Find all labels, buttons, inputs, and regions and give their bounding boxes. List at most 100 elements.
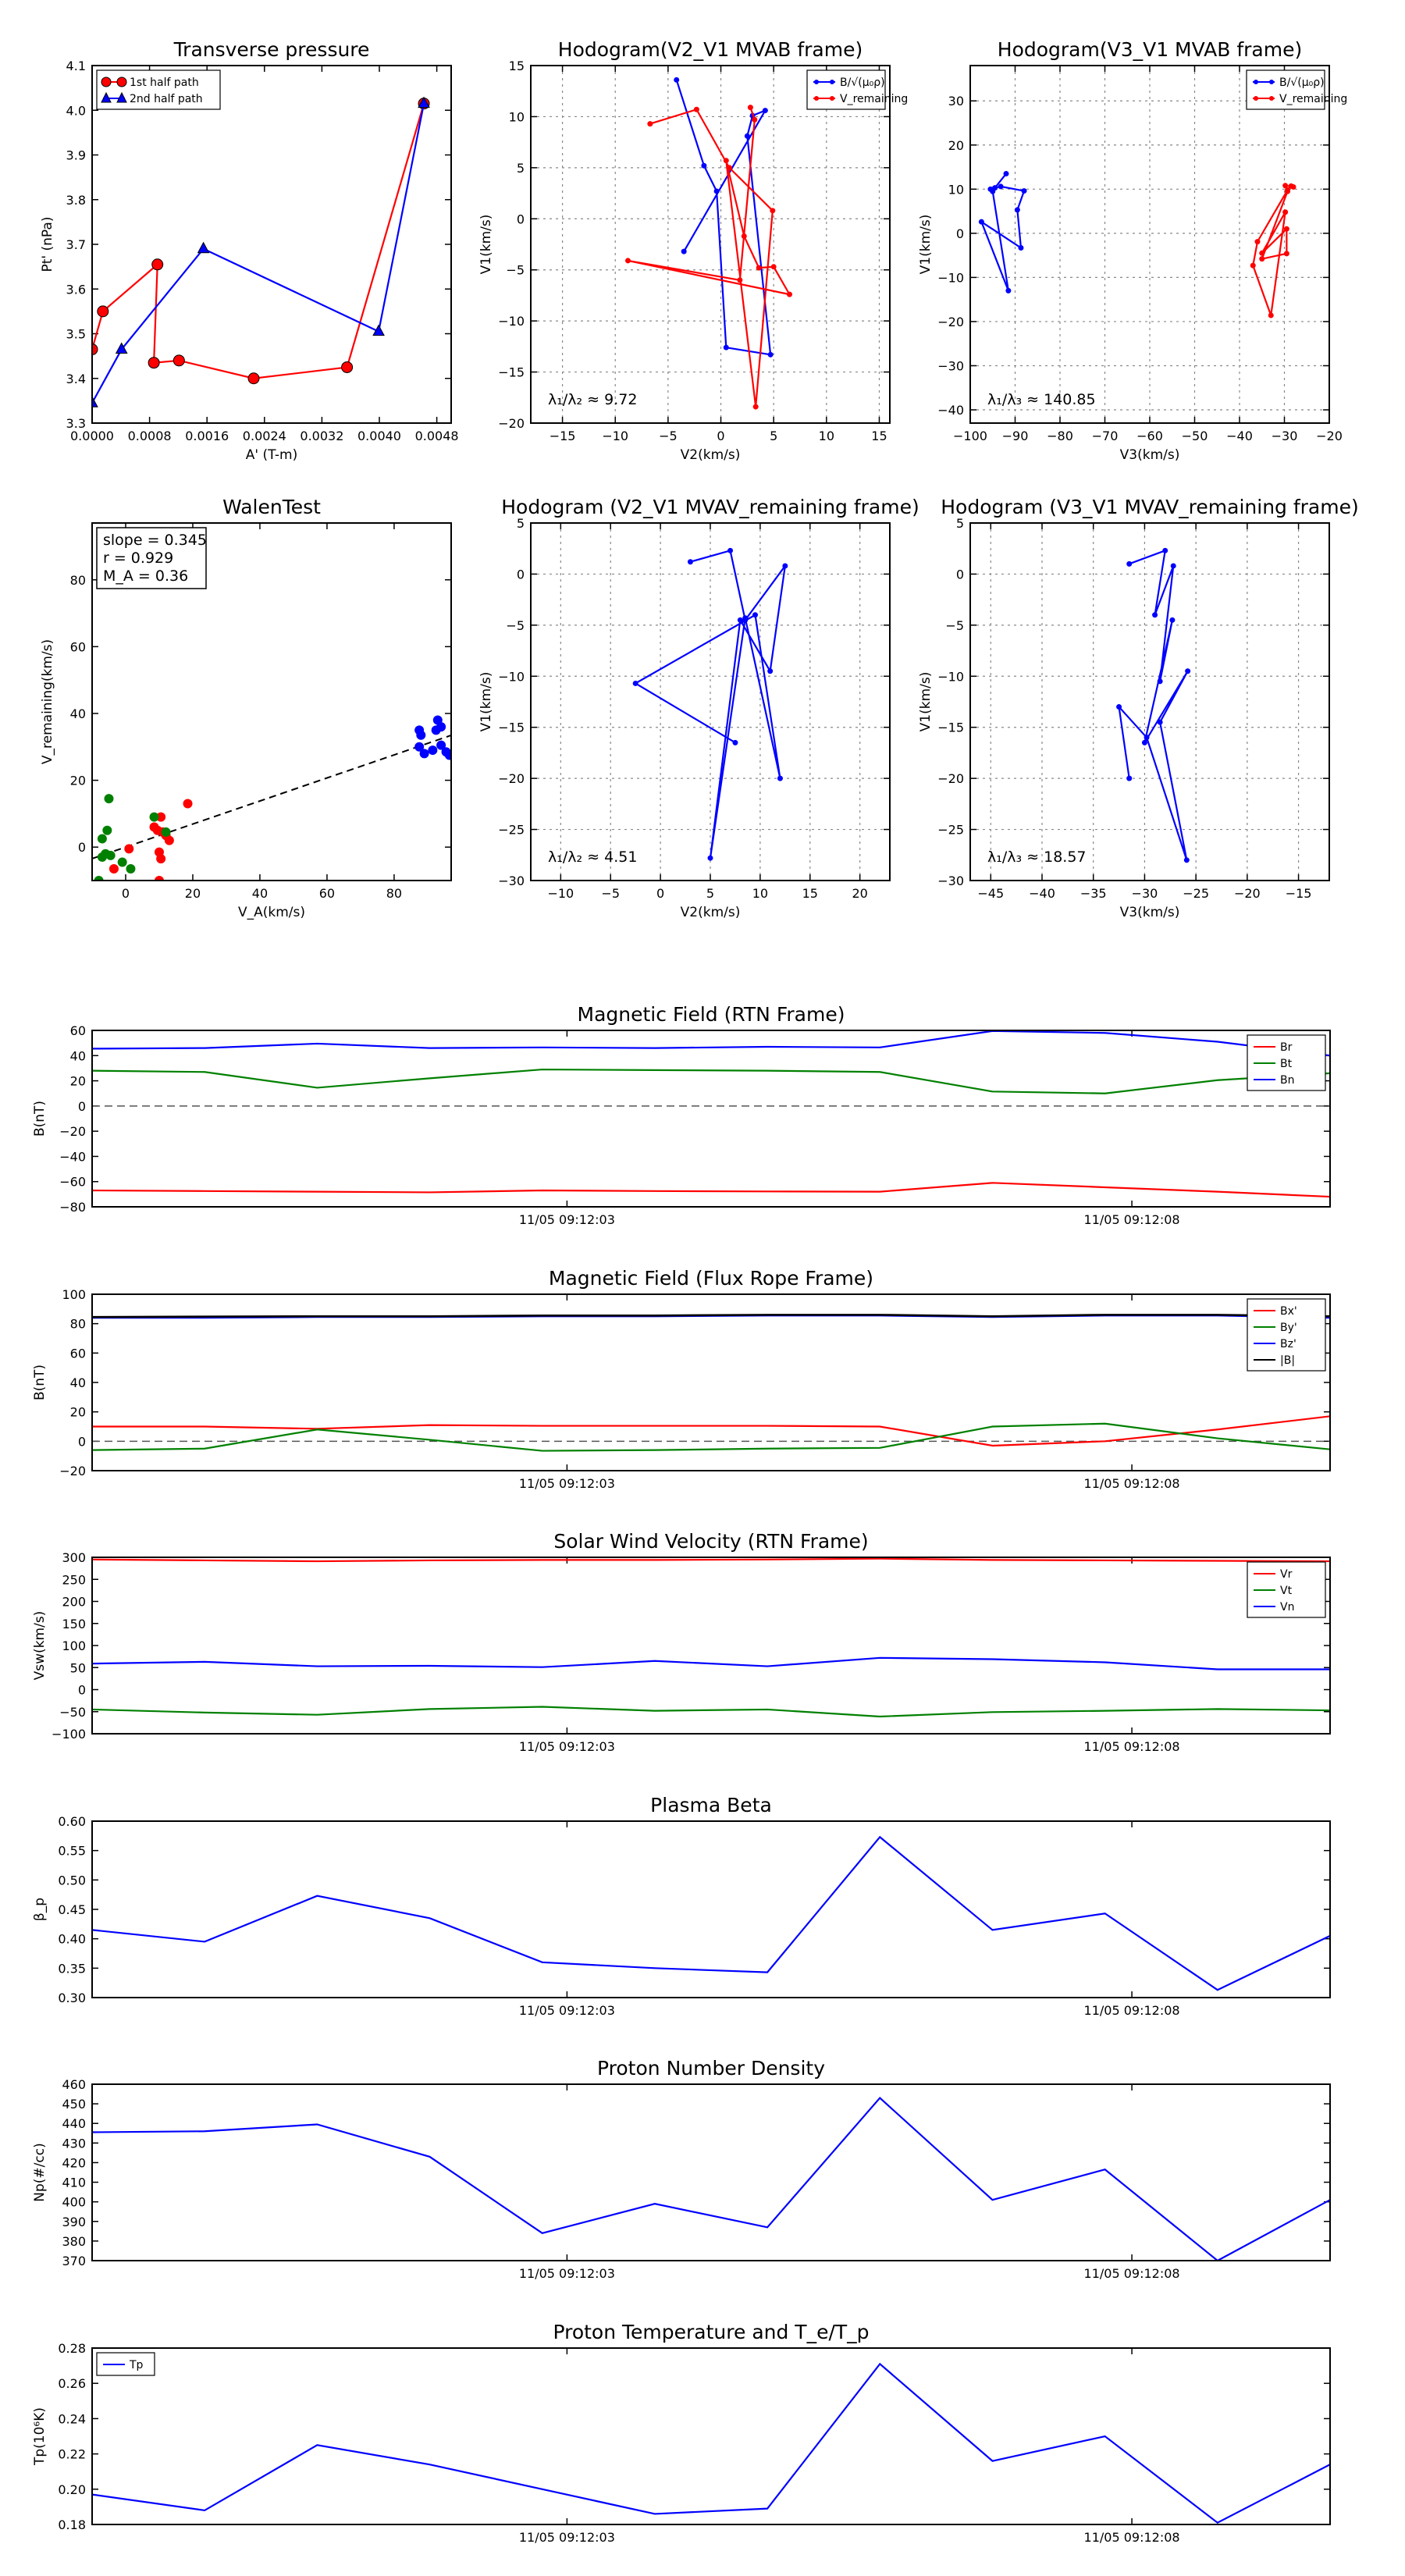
data-point [770, 264, 777, 270]
x-tick-label: 11/05 09:12:08 [1084, 2530, 1180, 2545]
x-tick-label: 60 [319, 886, 335, 901]
y-tick-label: −15 [937, 720, 964, 735]
y-tick-label: 0.22 [58, 2447, 86, 2462]
data-point [154, 876, 164, 881]
y-tick-label: 380 [62, 2234, 86, 2249]
plot-area [92, 1314, 1330, 1452]
axes-frame [91, 1030, 1331, 1208]
data-point [687, 559, 693, 565]
data-point [782, 563, 788, 569]
legend-label: Bx' [1280, 1305, 1297, 1318]
eigen-ratio-label: λ₁/λ₃ ≈ 140.85 [987, 391, 1096, 408]
plot-area [92, 1030, 1330, 1198]
y-axis-label: Pt' (nPa) [40, 217, 55, 272]
chart-title: Hodogram (V3_V1 MVAV_remaining frame) [941, 496, 1359, 518]
x-tick-label: −80 [1047, 429, 1073, 443]
axes-frame [969, 522, 1330, 881]
y-tick-label: 3.4 [66, 372, 86, 386]
x-axis-label: V_A(km/s) [238, 905, 305, 920]
data-point [742, 615, 749, 621]
data-point [94, 876, 104, 881]
y-tick-label: 3.9 [66, 148, 86, 163]
data-point [998, 183, 1004, 190]
chart-ts_np: 370 380 390 400 410 420 430 440 450 460 11/05 09:1… [32, 2077, 1331, 2281]
y-tick-label: 5 [956, 516, 964, 531]
data-point [117, 857, 127, 867]
data-point [752, 612, 758, 618]
y-tick-label: 50 [70, 1660, 86, 1675]
data-point [156, 854, 166, 864]
data-point [428, 745, 438, 756]
y-tick-label: 0 [78, 1434, 86, 1449]
y-tick-label: 0.20 [58, 2482, 86, 2497]
chart-title: Hodogram (V2_V1 MVAV_remaining frame) [501, 496, 919, 518]
data-point [1021, 188, 1027, 194]
y-tick-label: 370 [62, 2254, 86, 2268]
x-tick-label: −70 [1092, 429, 1119, 443]
y-tick-label: 0 [78, 840, 86, 855]
data-point [647, 121, 653, 127]
series-line-Vn [92, 1656, 1330, 1670]
x-tick-label: 10 [819, 429, 834, 443]
y-axis-label: V1(km/s) [478, 672, 494, 732]
y-tick-label: 10 [509, 109, 525, 124]
y-axis-label: B(nT) [32, 1101, 48, 1137]
chart-h2: −100 −90 −80 −70 −60 −50 −40 −30 −20−40−30−20−10… [918, 65, 1347, 463]
x-tick-label: 0 [122, 886, 130, 901]
y-tick-label: 150 [62, 1617, 86, 1631]
y-tick-label: 60 [70, 1023, 86, 1038]
chart-ts_b: −80 −60 −40 −20 0 20 40 60 11/05 09:12:03 11/05 0… [32, 1023, 1331, 1227]
y-tick-label: 10 [948, 182, 964, 197]
data-point [1268, 312, 1274, 318]
y-tick-label: 0.24 [58, 2411, 86, 2426]
data-point [723, 344, 729, 350]
chart-title: Magnetic Field (Flux Rope Frame) [549, 1267, 873, 1290]
y-tick-label: 250 [62, 1572, 86, 1587]
y-tick-label: −15 [498, 365, 525, 380]
series-line-Vt [92, 1706, 1330, 1718]
x-tick-label: 0.0032 [300, 429, 343, 443]
y-tick-label: −10 [937, 270, 964, 285]
data-point [108, 864, 119, 874]
y-tick-label: 0.26 [58, 2376, 86, 2391]
y-tick-label: 420 [62, 2155, 86, 2170]
x-tick-label: 0.0040 [357, 429, 401, 443]
legend-label: |B| [1280, 1354, 1295, 1367]
axes-frame [91, 1293, 1331, 1471]
y-tick-label: 0.50 [58, 1873, 86, 1888]
data-point [1183, 857, 1190, 863]
legend-marker [830, 80, 834, 84]
y-tick-label: −5 [506, 263, 525, 278]
x-tick-label: 11/05 09:12:03 [519, 2530, 615, 2545]
y-tick-label: 0 [78, 1683, 86, 1698]
data-point [1003, 171, 1009, 177]
y-tick-label: −5 [506, 618, 525, 633]
y-tick-label: −15 [498, 720, 525, 735]
chart-title: Transverse pressure [173, 38, 370, 61]
data-point [786, 291, 792, 297]
x-tick-label: 0.0016 [185, 429, 229, 443]
y-tick-label: −10 [498, 669, 525, 684]
data-point [164, 835, 174, 845]
legend-marker [814, 96, 819, 101]
data-point [1254, 239, 1261, 245]
x-tick-label: −60 [1136, 429, 1163, 443]
data-point [101, 849, 111, 859]
legend-label: 2nd half path [130, 93, 203, 105]
legend-label: B/√(μ₀ρ) [840, 76, 885, 89]
y-tick-label: 3.7 [66, 237, 86, 252]
axes-frame [969, 65, 1330, 424]
y-tick-label: 400 [62, 2195, 86, 2210]
plot-area [92, 715, 451, 881]
y-tick-label: 100 [62, 1287, 86, 1302]
data-point [1259, 250, 1265, 256]
data-point [183, 799, 193, 809]
data-point [707, 855, 713, 861]
data-point [624, 258, 631, 264]
y-tick-label: 20 [70, 1074, 86, 1089]
x-axis-label: V3(km/s) [1120, 905, 1180, 920]
y-tick-label: 30 [948, 94, 964, 109]
y-tick-label: 40 [70, 706, 86, 721]
x-axis-label: V2(km/s) [681, 905, 741, 920]
data-point [419, 749, 429, 759]
